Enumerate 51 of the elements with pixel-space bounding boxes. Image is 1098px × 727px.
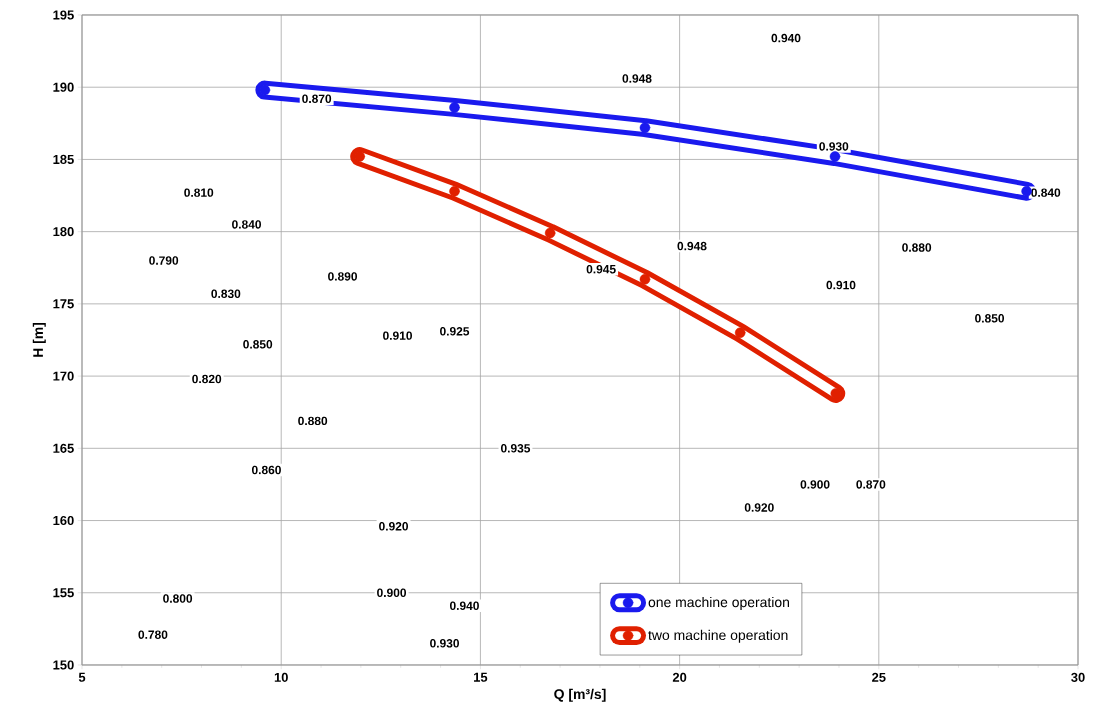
y-tick-label: 165 [53,443,74,453]
x-tick-label: 25 [872,672,886,682]
y-axis-title: H [m] [32,322,46,357]
annotation: 0.820 [192,374,222,384]
y-tick-label: 160 [53,515,74,526]
y-tick-label: 150 [53,660,74,670]
x-tick-label: 5 [78,672,86,682]
annotation: 0.890 [328,272,358,281]
annotation: 0.780 [138,630,168,639]
annotation: 0.920 [379,522,409,531]
annotation: 0.800 [163,594,193,603]
annotation: 0.850 [975,314,1005,323]
annotation: 0.840 [232,220,262,229]
annotation: 0.925 [440,327,470,336]
y-tick-label: 180 [53,227,74,237]
annotation: 0.790 [149,256,179,265]
legend-label: two machine operation [648,629,788,643]
annotation: 0.880 [298,416,328,426]
legend-label: one machine operation [648,596,789,610]
y-tick-label: 195 [53,10,74,20]
x-tick-label: 20 [672,672,687,682]
annotation: 0.870 [856,480,886,489]
annotation: 0.900 [377,588,407,597]
annotation: 0.948 [677,241,707,251]
y-tick-label: 170 [53,371,74,381]
annotation: 0.935 [500,444,531,453]
annotation: 0.930 [430,639,460,648]
annotation: 0.930 [819,142,849,151]
annotation: 0.900 [800,480,830,489]
annotation: 0.940 [449,601,479,610]
y-tick-label: 155 [53,588,74,598]
x-tick-label: 30 [1071,672,1085,682]
x-tick-label: 15 [474,672,488,682]
x-tick-label: 10 [274,672,288,682]
annotation: 0.830 [211,289,241,299]
annotation: 0.910 [383,331,412,340]
annotation: 0.870 [302,94,332,103]
x-axis-title: Q [m³/s] [554,688,606,702]
annotation: 0.860 [251,465,281,475]
annotation: 0.940 [771,33,801,43]
annotation: 0.810 [184,188,214,197]
annotation: 0.840 [1031,188,1061,197]
annotation: 0.948 [622,74,652,83]
y-tick-label: 175 [53,299,74,309]
annotation: 0.880 [902,243,932,252]
annotation: 0.850 [243,340,273,349]
annotation: 0.910 [826,280,856,290]
y-tick-label: 185 [53,154,74,165]
y-tick-label: 190 [53,82,74,92]
annotation: 0.920 [744,503,774,512]
annotation: 0.945 [586,264,616,274]
